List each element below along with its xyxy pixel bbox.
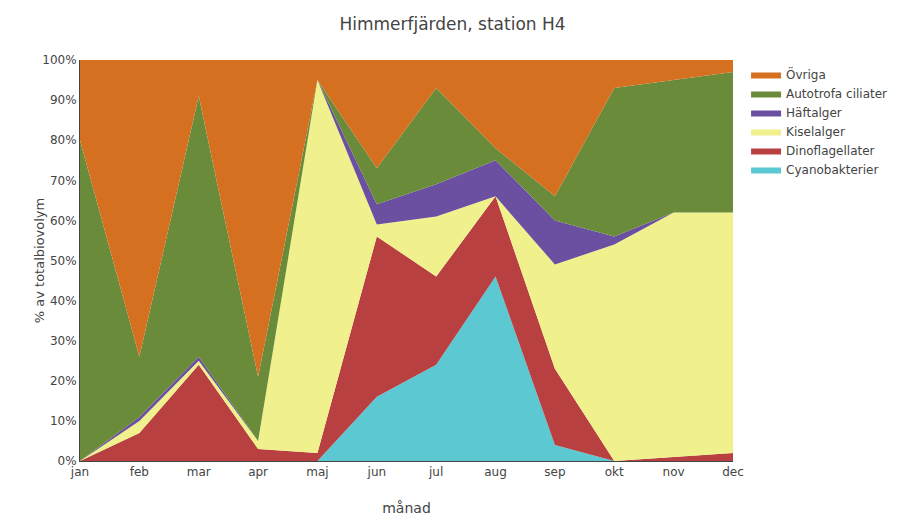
svg-text:mar: mar [187, 465, 211, 479]
svg-text:40%: 40% [50, 294, 77, 308]
svg-text:dec: dec [722, 465, 744, 479]
svg-text:50%: 50% [50, 254, 77, 268]
svg-text:feb: feb [130, 465, 149, 479]
svg-text:aug: aug [484, 465, 507, 479]
svg-text:Dinoflagellater: Dinoflagellater [786, 144, 875, 158]
svg-text:10%: 10% [50, 414, 77, 428]
svg-text:100%: 100% [42, 53, 76, 67]
svg-text:sep: sep [544, 465, 565, 479]
svg-text:Häftalger: Häftalger [786, 106, 842, 120]
svg-text:maj: maj [306, 465, 328, 479]
svg-text:0%: 0% [58, 454, 77, 468]
svg-text:Kiselalger: Kiselalger [786, 125, 845, 139]
svg-text:Cyanobakterier: Cyanobakterier [786, 163, 878, 177]
svg-text:30%: 30% [50, 334, 77, 348]
svg-text:70%: 70% [50, 174, 77, 188]
svg-text:nov: nov [663, 465, 685, 479]
svg-text:apr: apr [248, 465, 268, 479]
svg-text:60%: 60% [50, 214, 77, 228]
svg-text:80%: 80% [50, 133, 77, 147]
svg-text:Övriga: Övriga [786, 66, 826, 82]
svg-text:jun: jun [367, 465, 387, 479]
svg-text:Autotrofa ciliater: Autotrofa ciliater [786, 87, 887, 101]
svg-text:okt: okt [605, 465, 624, 479]
svg-text:90%: 90% [50, 93, 77, 107]
svg-text:jul: jul [428, 465, 443, 479]
svg-text:jan: jan [70, 465, 89, 479]
svg-text:20%: 20% [50, 374, 77, 388]
svg-text:% av totalbiovolym: % av totalbiovolym [32, 198, 47, 323]
svg-text:Himmerfjärden, station H4: Himmerfjärden, station H4 [339, 14, 565, 34]
svg-text:månad: månad [382, 500, 431, 516]
